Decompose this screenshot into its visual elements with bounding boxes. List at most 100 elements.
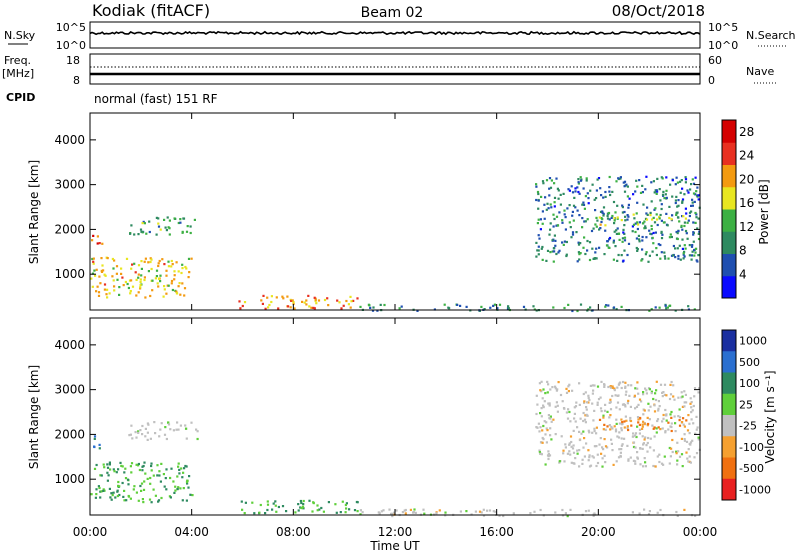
data-cell — [140, 267, 143, 270]
data-cell — [670, 380, 673, 384]
data-cell — [608, 238, 611, 241]
data-cell — [609, 401, 612, 404]
data-cell — [596, 401, 599, 404]
data-cell — [241, 508, 244, 511]
data-cell — [594, 209, 597, 212]
data-cell — [647, 422, 650, 426]
data-cell — [618, 382, 621, 385]
data-cell — [537, 199, 540, 202]
data-cell — [681, 421, 684, 424]
data-cell — [620, 305, 623, 308]
data-cell — [340, 307, 343, 310]
data-cell — [176, 487, 179, 491]
data-cell — [645, 251, 648, 254]
data-cell — [335, 511, 338, 514]
data-cell — [371, 309, 375, 312]
data-cell — [539, 412, 542, 415]
data-cell — [593, 430, 596, 433]
data-cell — [540, 441, 543, 444]
data-cell — [691, 201, 694, 204]
data-cell — [678, 419, 681, 422]
data-cell — [558, 249, 561, 252]
data-cell — [586, 249, 589, 252]
data-cell — [536, 190, 540, 194]
data-cell — [569, 420, 572, 423]
data-cell — [493, 303, 496, 306]
data-cell — [587, 429, 590, 432]
data-cell — [555, 177, 558, 180]
data-cell — [359, 509, 362, 512]
data-cell — [691, 198, 694, 201]
colorbar-segment — [722, 372, 736, 395]
data-cell — [646, 441, 649, 445]
nave-label: Nave — [746, 65, 774, 78]
data-cell — [652, 216, 655, 219]
data-cell — [578, 438, 582, 442]
data-cell — [173, 491, 176, 494]
data-cell — [643, 438, 646, 441]
data-cell — [156, 282, 159, 285]
data-cell — [118, 286, 121, 289]
data-cell — [142, 488, 146, 491]
colorbar-segment — [722, 436, 736, 458]
data-cell — [600, 194, 603, 197]
data-cell — [628, 394, 631, 397]
data-cell — [688, 254, 691, 257]
data-cell — [644, 387, 647, 390]
data-cell — [546, 202, 549, 205]
data-cell — [595, 445, 598, 448]
data-cell — [581, 462, 584, 465]
data-cell — [644, 465, 647, 468]
data-cell — [574, 206, 577, 209]
data-cell — [682, 423, 685, 426]
data-cell — [632, 445, 636, 449]
data-cell — [697, 198, 700, 201]
data-cell — [582, 201, 585, 204]
data-cell — [683, 255, 686, 258]
nsearch-tick-top: 10^5 — [708, 21, 738, 34]
data-cell — [635, 212, 638, 215]
data-cell — [698, 387, 701, 390]
data-cell — [662, 463, 665, 466]
data-cell — [349, 295, 352, 298]
data-cell — [183, 287, 187, 290]
data-cell — [623, 224, 626, 227]
data-cell — [654, 189, 657, 192]
data-cell — [690, 210, 693, 213]
data-cell — [345, 507, 348, 510]
data-cell — [609, 428, 612, 431]
data-cell — [678, 244, 681, 247]
data-cell — [638, 398, 642, 401]
data-cell — [643, 508, 646, 511]
data-cell — [616, 401, 620, 404]
data-cell — [350, 300, 353, 303]
data-cell — [435, 512, 438, 515]
data-cell — [189, 493, 192, 496]
data-cell — [103, 489, 106, 492]
data-cell — [683, 193, 686, 196]
data-cell — [572, 204, 576, 207]
data-cell — [689, 402, 692, 405]
data-cell — [181, 476, 184, 479]
data-cell — [103, 466, 106, 469]
data-cell — [615, 229, 618, 232]
data-cell — [650, 390, 653, 393]
data-cell — [619, 454, 622, 458]
data-cell — [672, 384, 675, 387]
data-cell — [163, 485, 166, 488]
data-cell — [623, 437, 626, 440]
data-cell — [151, 289, 154, 292]
data-cell — [170, 259, 173, 263]
data-cell — [645, 236, 648, 239]
data-cell — [163, 433, 167, 436]
data-cell — [140, 274, 143, 277]
data-cell — [92, 234, 95, 237]
data-cell — [651, 236, 654, 239]
data-cell — [180, 271, 183, 275]
data-cell — [573, 412, 576, 415]
data-cell — [563, 240, 566, 243]
data-cell — [128, 434, 131, 437]
data-cell — [159, 280, 162, 283]
data-cell — [642, 465, 645, 468]
